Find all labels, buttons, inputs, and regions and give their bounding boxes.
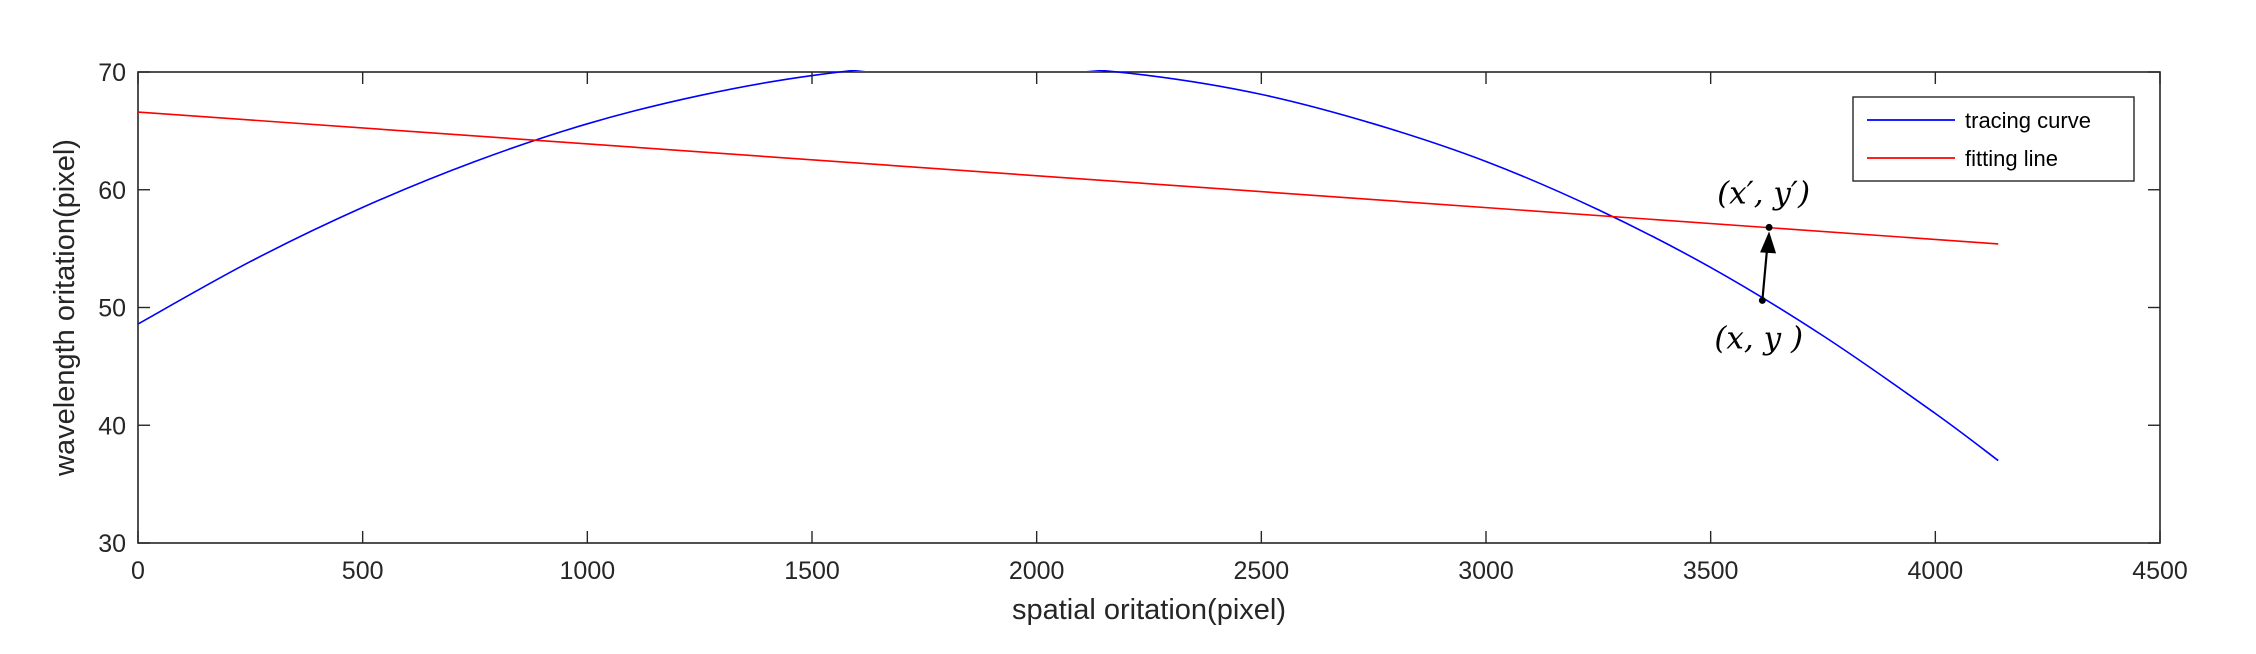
- legend-box: [1852, 96, 2135, 182]
- annotation-arrow-head: [1760, 231, 1777, 254]
- x-tick-label: 2500: [1234, 557, 1290, 585]
- axis-ticks: 0 500 1000 1500 2000 2500 3000 3500 4000 4500 30 40…: [98, 59, 2188, 585]
- series-line-fitting-line: [138, 111, 1999, 245]
- x-tick-label: 0: [131, 557, 145, 585]
- plot-area: [137, 71, 2161, 544]
- y-tick-label: 40: [98, 412, 126, 440]
- annotation-label-traced: (x, y ): [1714, 320, 1803, 356]
- x-tick-label: 1000: [560, 557, 616, 585]
- x-tick-label: 2000: [1009, 557, 1065, 585]
- x-tick-label: 4000: [1908, 557, 1964, 585]
- x-tick-label: 4500: [2132, 557, 2188, 585]
- legend: tracing curve fitting line: [1852, 96, 2135, 182]
- annotation-arrow-shaft: [1761, 245, 1769, 301]
- x-tick-label: 3500: [1683, 557, 1739, 585]
- legend-label: fitting line: [1965, 146, 2058, 171]
- annotation-point-traced: [1758, 296, 1766, 304]
- y-tick-label: 70: [98, 59, 126, 87]
- y-tick-label: 50: [98, 295, 126, 323]
- x-axis-title: spatial oritation(pixel): [1012, 594, 1286, 626]
- x-tick-label: 500: [342, 557, 384, 585]
- y-tick-label: 60: [98, 177, 126, 205]
- annotation-point-fitted: [1765, 223, 1773, 231]
- annotations: (x′, y′) (x, y ): [1714, 175, 1810, 356]
- x-tick-label: 1500: [784, 557, 840, 585]
- series-line-tracing-curve: [138, 70, 1999, 462]
- series-layer: [138, 70, 1999, 462]
- y-tick-label: 30: [98, 530, 126, 558]
- x-tick-label: 3000: [1458, 557, 1514, 585]
- annotation-label-fitted: (x′, y′): [1717, 175, 1810, 211]
- y-axis-title: wavelength oritation(pixel): [49, 139, 81, 477]
- legend-label: tracing curve: [1965, 108, 2091, 133]
